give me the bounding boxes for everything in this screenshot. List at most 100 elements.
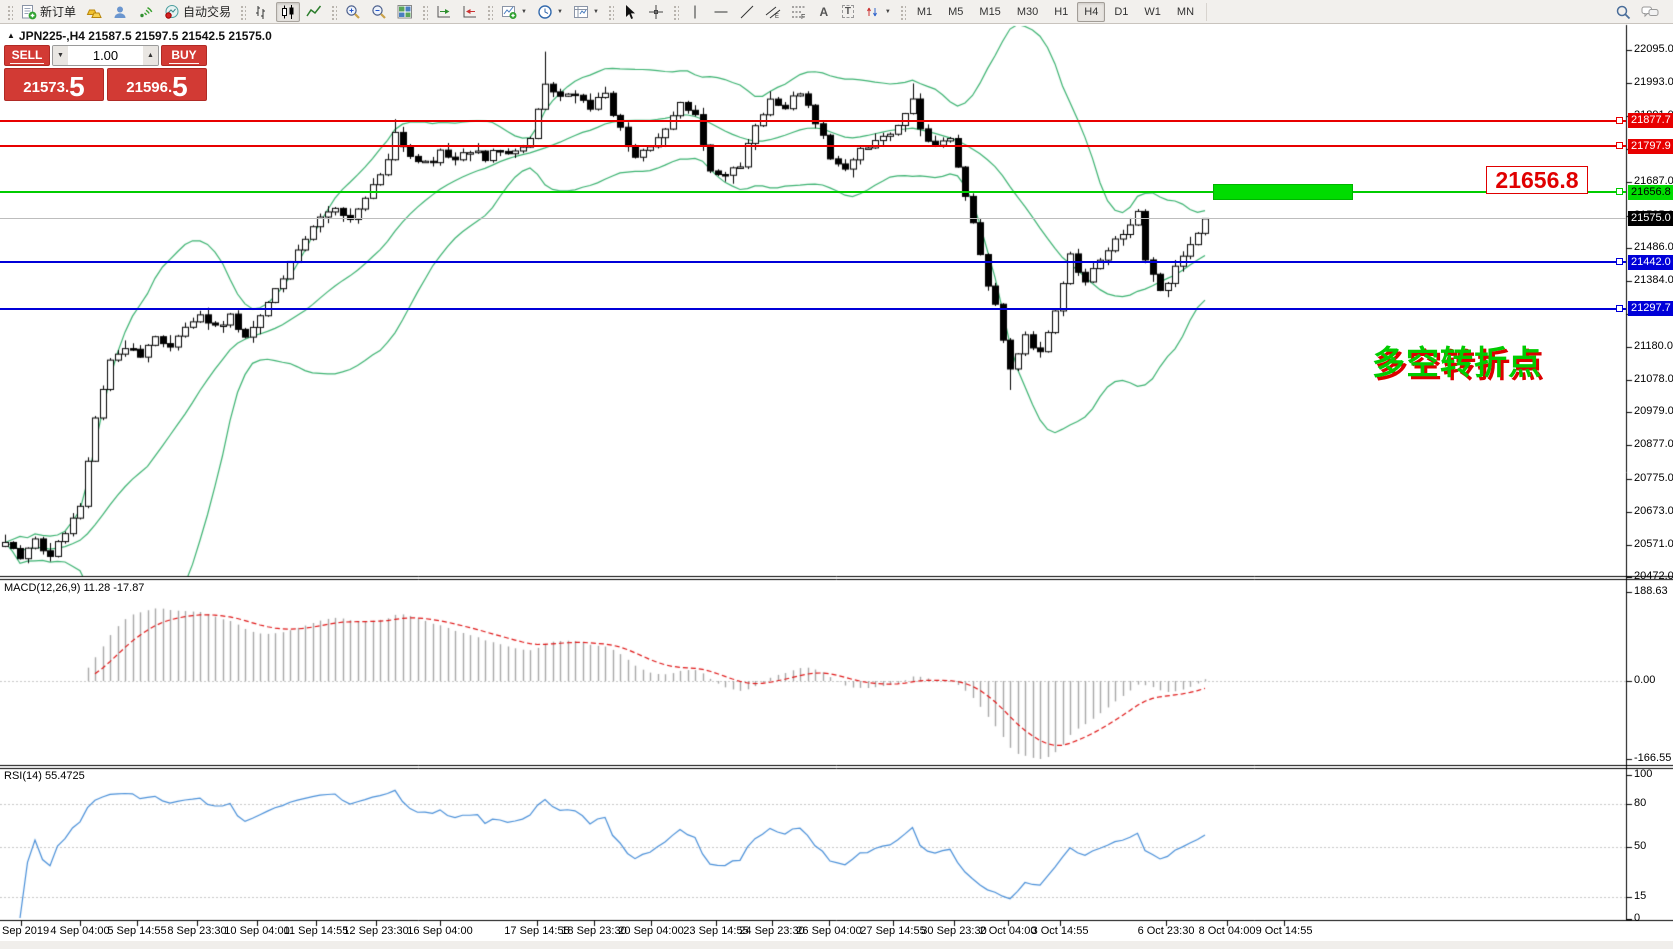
bar-chart-button[interactable] — [250, 2, 274, 22]
time-axis-label: 11 Sep 14:55 — [283, 925, 349, 937]
buy-price-box[interactable]: 21596. 5 — [107, 68, 207, 101]
sell-button[interactable]: SELL — [4, 45, 50, 66]
rsi-indicator-label: RSI(14) 55.4725 — [4, 770, 85, 782]
community-button[interactable] — [108, 2, 132, 22]
template-icon — [573, 4, 589, 20]
auto-trading-button[interactable]: 自动交易 — [160, 2, 235, 22]
cursor-button[interactable] — [618, 2, 642, 22]
buy-price-pips: 5 — [172, 71, 188, 102]
indicators-button[interactable]: ▼ — [497, 2, 531, 22]
arrows-tool-button[interactable]: ▼ — [861, 2, 895, 22]
gold-chart-button[interactable] — [82, 2, 106, 22]
timeframe-M1[interactable]: M1 — [916, 5, 933, 18]
pivot-note-annotation[interactable]: 多空转折点 — [1372, 344, 1542, 381]
toolbar-grip — [330, 3, 338, 20]
toolbar-grip — [486, 3, 494, 20]
horizontal-line-icon — [713, 4, 729, 20]
timeframe-D1[interactable]: D1 — [1114, 5, 1129, 18]
time-axis-label: 10 Sep 04:00 — [224, 925, 290, 937]
chat-button[interactable] — [1637, 2, 1663, 22]
indicators-add-icon — [501, 4, 517, 20]
new-order-button[interactable]: 新订单 — [17, 2, 80, 22]
chart-title-text: JPN225-,H4 21587.5 21597.5 21542.5 21575… — [18, 29, 272, 43]
price-label-bid: 21575.0 — [1628, 211, 1673, 227]
volume-decrease-button[interactable]: ▼ — [53, 46, 68, 65]
resistance-1-marker — [1616, 116, 1623, 124]
templates-button[interactable]: ▼ — [569, 2, 603, 22]
signals-button[interactable] — [134, 2, 158, 22]
time-axis-label: 18 Sep 23:30 — [561, 925, 627, 937]
hline-pivot[interactable] — [0, 191, 1626, 194]
candlestick-chart-button[interactable] — [276, 1, 301, 22]
horizontal-line-button[interactable] — [709, 2, 733, 22]
search-button[interactable] — [1611, 2, 1635, 22]
timeframe-H4[interactable]: H4 — [1077, 1, 1106, 22]
price-axis-tick: 21078.0 — [1634, 373, 1673, 386]
chart-shift-button[interactable] — [458, 2, 482, 22]
time-axis-label: 17 Sep 14:55 — [504, 925, 570, 937]
chart-title: ▲ JPN225-,H4 21587.5 21597.5 21542.5 2157… — [7, 29, 272, 43]
hline-resistance-1[interactable] — [0, 119, 1626, 122]
zoom-in-button[interactable] — [341, 2, 365, 22]
trendline-button[interactable] — [735, 2, 759, 22]
time-axis-label: 20 Sep 04:00 — [618, 925, 684, 937]
gold-icon — [86, 4, 102, 20]
timeframe-H1[interactable]: H1 — [1054, 5, 1069, 18]
hline-resistance-2[interactable] — [0, 145, 1626, 148]
macd-indicator-label: MACD(12,26,9) 11.28 -17.87 — [4, 582, 145, 594]
collapse-triangle-icon: ▲ — [7, 31, 15, 40]
tile-windows-icon — [397, 4, 413, 20]
price-axis-tick: 20673.0 — [1634, 504, 1673, 517]
periods-button[interactable]: ▼ — [533, 2, 567, 22]
timeframe-M15[interactable]: M15 — [979, 5, 1001, 18]
one-click-trading-panel: SELL ▼ 1.00 ▲ BUY 21573. 5 21596. 5 — [4, 45, 207, 101]
price-axis-tick: 20979.0 — [1634, 405, 1673, 418]
hline-bid[interactable] — [0, 218, 1626, 220]
equidistant-channel-icon: E — [765, 4, 781, 20]
crosshair-button[interactable] — [644, 2, 668, 22]
text-tool-button[interactable]: A — [813, 2, 835, 22]
label-tool-button[interactable]: T — [837, 2, 859, 22]
auto-trading-icon — [164, 4, 180, 20]
hline-support-2[interactable] — [0, 307, 1626, 310]
sell-price-main: 21573. — [23, 79, 70, 96]
text-a-icon: A — [819, 4, 829, 19]
timeframe-W1[interactable]: W1 — [1144, 5, 1161, 18]
top-toolbar: 新订单 自动交易 ▼ ▼ ▼ E F A T ▼ M1 M5 M15 M30 H1 H4 D… — [0, 0, 1673, 24]
volume-increase-button[interactable]: ▲ — [143, 46, 158, 65]
zoom-out-button[interactable] — [367, 2, 391, 22]
fibonacci-icon: F — [791, 4, 807, 20]
tile-windows-button[interactable] — [393, 2, 417, 22]
volume-value[interactable]: 1.00 — [92, 48, 119, 63]
time-axis-label: 30 Sep 23:30 — [921, 925, 987, 937]
cursor-icon — [622, 4, 638, 20]
time-axis-label: 26 Sep 04:00 — [796, 925, 862, 937]
toolbar-grip — [239, 3, 247, 20]
svg-text:F: F — [801, 14, 805, 20]
price-text-annotation[interactable]: 21656.8 — [1486, 166, 1588, 194]
chevron-down-icon: ▼ — [884, 8, 891, 15]
highlight-rectangle[interactable] — [1213, 184, 1353, 200]
pivot-marker — [1616, 188, 1623, 196]
timeframe-MN[interactable]: MN — [1176, 5, 1195, 18]
auto-scroll-button[interactable] — [432, 2, 456, 22]
timeframe-M5[interactable]: M5 — [948, 5, 964, 18]
price-axis-tick: 21687.0 — [1634, 175, 1673, 188]
community-icon — [112, 4, 128, 20]
hline-support-1[interactable] — [0, 261, 1626, 264]
toolbar-grip — [898, 3, 906, 20]
toolbar-separator — [1206, 2, 1208, 21]
sell-price-box[interactable]: 21573. 5 — [4, 68, 104, 101]
chat-icon — [1641, 4, 1659, 20]
time-axis-label: 12 Sep 23:30 — [343, 925, 409, 937]
price-axis-tick: 20877.0 — [1634, 438, 1673, 451]
buy-button[interactable]: BUY — [161, 45, 207, 66]
line-chart-button[interactable] — [302, 2, 326, 22]
fibonacci-button[interactable]: F — [787, 2, 811, 22]
vertical-line-button[interactable] — [683, 2, 707, 22]
chevron-down-icon: ▼ — [521, 8, 527, 15]
channel-button[interactable]: E — [761, 2, 785, 22]
timeframe-M30[interactable]: M30 — [1016, 5, 1039, 18]
